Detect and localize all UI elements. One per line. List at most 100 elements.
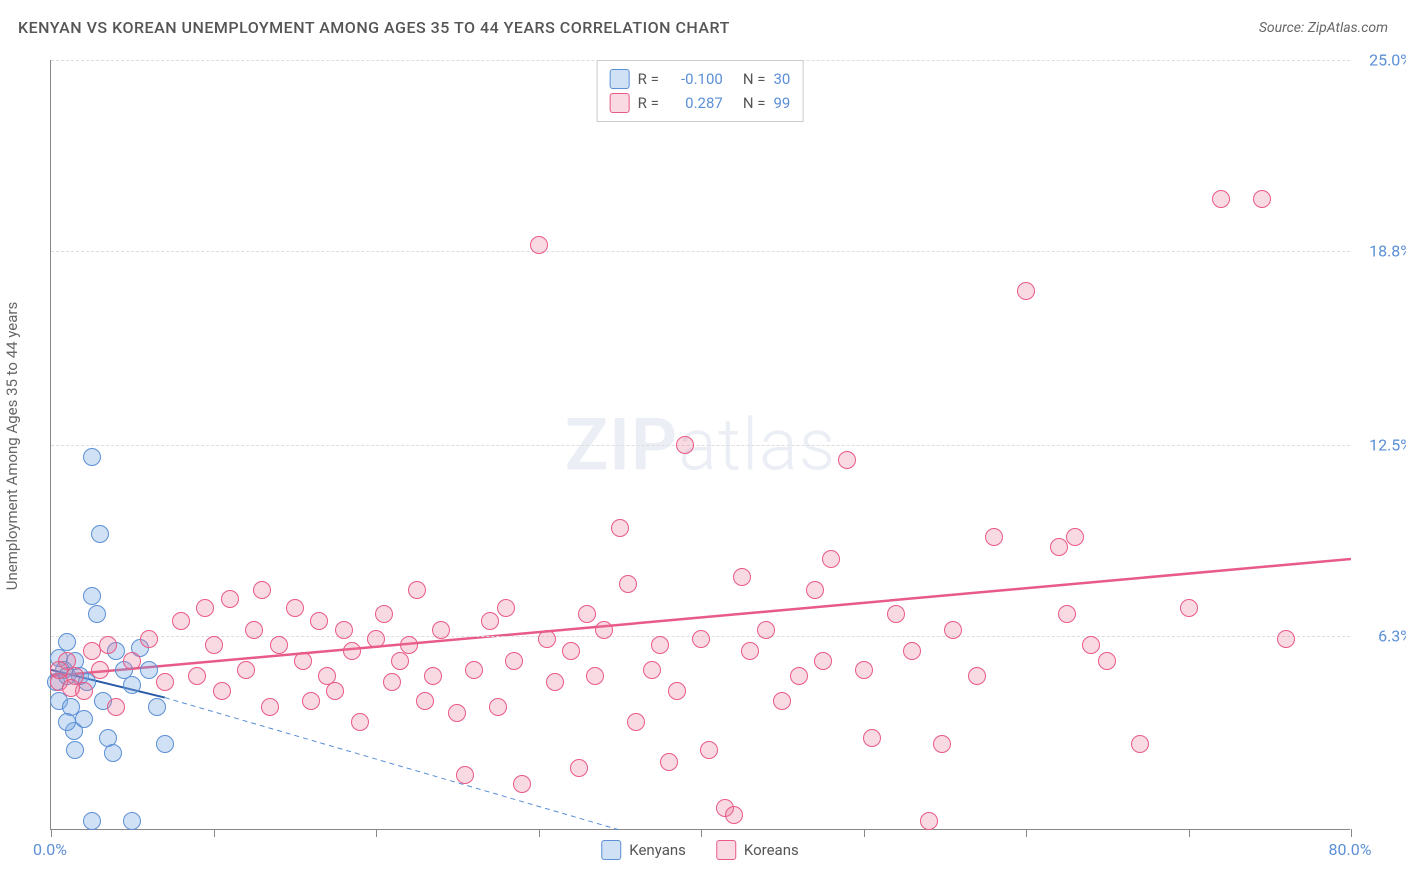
x-tick: [51, 829, 52, 837]
data-point: [391, 652, 409, 670]
chart-area: ZIPatlas 6.3%12.5%18.8%25.0% R =-0.100N …: [50, 60, 1350, 830]
data-point: [968, 667, 986, 685]
legend-n-value: 99: [773, 94, 790, 112]
data-point: [123, 676, 141, 694]
legend-r-value: -0.100: [667, 70, 723, 88]
data-point: [432, 621, 450, 639]
x-tick: [376, 829, 377, 837]
data-point: [351, 713, 369, 731]
data-point: [408, 581, 426, 599]
data-point: [123, 812, 141, 830]
data-point: [1058, 605, 1076, 623]
series-legend: KenyansKoreans: [601, 840, 799, 860]
data-point: [58, 633, 76, 651]
x-tick: [701, 829, 702, 837]
data-point: [237, 661, 255, 679]
data-point: [213, 682, 231, 700]
data-point: [570, 759, 588, 777]
data-point: [1082, 636, 1100, 654]
data-point: [855, 661, 873, 679]
data-point: [104, 744, 122, 762]
y-tick-label: 12.5%: [1369, 436, 1406, 455]
data-point: [643, 661, 661, 679]
data-point: [838, 451, 856, 469]
plot-region: ZIPatlas 6.3%12.5%18.8%25.0%: [50, 60, 1350, 830]
data-point: [221, 590, 239, 608]
data-point: [448, 704, 466, 722]
data-point: [757, 621, 775, 639]
data-point: [773, 692, 791, 710]
legend-swatch: [610, 69, 630, 89]
data-point: [302, 692, 320, 710]
data-point: [465, 661, 483, 679]
source-label: Source: ZipAtlas.com: [1259, 20, 1388, 36]
corr-legend-row: R = 0.287 N = 99: [610, 91, 791, 115]
data-point: [863, 729, 881, 747]
data-point: [660, 753, 678, 771]
data-point: [1131, 735, 1149, 753]
legend-r-label: R =: [638, 94, 659, 112]
data-point: [375, 605, 393, 623]
data-point: [578, 605, 596, 623]
legend-swatch: [601, 840, 621, 860]
gridline-h: [51, 445, 1350, 446]
data-point: [156, 673, 174, 691]
data-point: [400, 636, 418, 654]
data-point: [790, 667, 808, 685]
data-point: [1050, 538, 1068, 556]
legend-n-value: 30: [773, 70, 790, 88]
data-point: [140, 661, 158, 679]
data-point: [933, 735, 951, 753]
y-tick-label: 25.0%: [1369, 51, 1406, 70]
data-point: [489, 698, 507, 716]
data-point: [985, 528, 1003, 546]
data-point: [1098, 652, 1116, 670]
data-point: [538, 630, 556, 648]
correlation-legend: R =-0.100N =30 R = 0.287 N = 99: [597, 60, 804, 122]
data-point: [1066, 528, 1084, 546]
data-point: [700, 741, 718, 759]
data-point: [692, 630, 710, 648]
data-point: [123, 652, 141, 670]
data-point: [1212, 190, 1230, 208]
series-legend-item: Koreans: [716, 840, 799, 860]
data-point: [1277, 630, 1295, 648]
data-point: [50, 661, 68, 679]
data-point: [261, 698, 279, 716]
data-point: [253, 581, 271, 599]
x-tick: [1189, 829, 1190, 837]
data-point: [140, 630, 158, 648]
y-axis-label: Unemployment Among Ages 35 to 44 years: [3, 302, 21, 590]
data-point: [270, 636, 288, 654]
legend-r-value: 0.287: [667, 94, 723, 112]
legend-n-label: N =: [743, 94, 766, 112]
data-point: [148, 698, 166, 716]
x-tick-label: 0.0%: [33, 840, 67, 859]
x-tick-label: 80.0%: [1329, 840, 1372, 859]
data-point: [367, 630, 385, 648]
legend-swatch: [716, 840, 736, 860]
data-point: [456, 766, 474, 784]
y-tick-label: 18.8%: [1369, 241, 1406, 260]
data-point: [651, 636, 669, 654]
legend-swatch: [610, 93, 630, 113]
data-point: [668, 682, 686, 700]
data-point: [1253, 190, 1271, 208]
series-name: Koreans: [744, 841, 799, 859]
data-point: [310, 612, 328, 630]
data-point: [481, 612, 499, 630]
data-point: [546, 673, 564, 691]
data-point: [188, 667, 206, 685]
y-tick-label: 6.3%: [1378, 626, 1406, 645]
data-point: [99, 636, 117, 654]
data-point: [733, 568, 751, 586]
data-point: [595, 621, 613, 639]
data-point: [1180, 599, 1198, 617]
data-point: [619, 575, 637, 593]
data-point: [294, 652, 312, 670]
data-point: [822, 550, 840, 568]
data-point: [505, 652, 523, 670]
data-point: [66, 741, 84, 759]
corr-legend-row: R =-0.100N =30: [610, 67, 791, 91]
data-point: [83, 448, 101, 466]
